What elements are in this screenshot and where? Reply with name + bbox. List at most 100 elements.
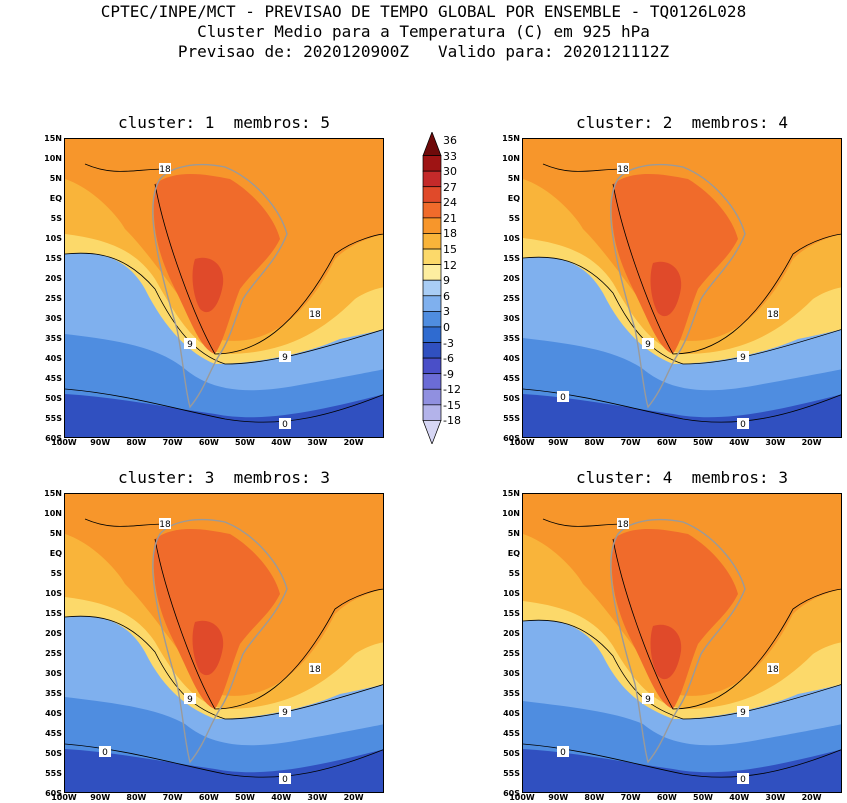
contour-label: 18 [309,665,321,675]
lon-tick-label: 70W [620,438,641,447]
continent-outline [152,519,288,764]
isotherm-line [65,743,383,778]
colorbar-label: -6 [443,352,454,366]
contour-label: 18 [767,665,779,675]
colorbar-label: 33 [443,149,457,163]
lat-tick-label: 15S [503,254,520,263]
colorbar-swatch [422,373,442,390]
lon-tick-label: 90W [548,793,569,802]
lat-tick-label: 40S [45,709,62,718]
map-panel-2: 18 18 9 9 0 0 [522,138,842,438]
lat-tick-label: EQ [49,194,62,203]
lon-tick-label: 50W [693,793,713,802]
contour-label: 18 [617,165,629,175]
colorbar-label: 3 [443,305,450,319]
lat-tick-label: 10N [44,509,62,518]
contour-label: 0 [560,748,566,758]
contour-label: 18 [159,165,171,175]
colorbar-swatch [422,170,442,188]
lat-tick-label: 10N [502,509,520,518]
lon-tick-label: 60W [198,438,219,447]
lat-tick-label: 25S [45,294,62,303]
colorbar-swatch [422,357,442,375]
lat-tick-label: 50S [503,749,520,758]
lon-tick-label: 60W [656,438,677,447]
colorbar-swatch [422,326,442,343]
lon-tick-label: 60W [198,793,219,802]
lat-tick-label: 45S [45,374,62,383]
figure-title-line1: CPTEC/INPE/MCT - PREVISAO DE TEMPO GLOBA… [100,2,747,21]
lon-tick-label: 100W [509,793,535,802]
lat-tick-label: 35S [45,334,62,343]
colorbar-swatch [422,233,442,250]
lon-tick-label: 90W [548,438,569,447]
lat-tick-label: 60S [45,434,62,443]
contour-label: 18 [309,310,321,320]
colorbar-label: 6 [443,289,450,303]
lat-tick-label: 35S [503,334,520,343]
lat-tick-label: 15S [45,609,62,618]
lat-tick-label: 10S [503,234,520,243]
colorbar-swatch [422,388,442,406]
colorbar-label: -9 [443,367,454,381]
continent-outline [152,164,288,409]
lat-tick-label: 50S [45,394,62,403]
figure-title-line2: Cluster Medio para a Temperatura (C) em … [197,22,650,41]
isotherm-line [523,388,841,423]
continent-outline [610,164,746,409]
lat-tick-label: 15N [44,489,62,498]
contour-label: 9 [282,708,288,718]
lon-tick-label: 30W [765,438,786,447]
lon-tick-label: 20W [801,793,822,802]
colorbar-label: 30 [443,165,457,179]
temp-band-coldest [65,749,383,792]
lon-tick-label: 100W [509,438,535,447]
contour-label: 9 [740,353,746,363]
contour-label: 0 [740,420,746,430]
colorbar-label: 36 [443,134,457,147]
lat-tick-label: 15N [44,134,62,143]
colorbar-label: 0 [443,320,450,334]
colorbar-swatch [422,217,442,234]
isotherm-line [542,163,624,172]
lat-tick-label: 5N [507,529,520,538]
hot-core [650,624,682,680]
lat-tick-label: 55S [503,414,520,423]
isotherm-line [154,183,383,355]
colorbar-swatch [422,342,442,359]
lat-tick-label: 30S [503,669,520,678]
hot-landmass [611,529,738,709]
contour-label: 18 [159,520,171,530]
colorbar-swatch [422,264,442,281]
lat-tick-label: 20S [503,629,520,638]
lat-tick-label: 15S [45,254,62,263]
lat-tick-label: 45S [45,729,62,738]
lon-tick-label: 30W [307,793,328,802]
lon-tick-label: 40W [271,793,292,802]
hot-core [192,620,224,676]
contour-label: 0 [102,748,108,758]
isotherm-line [523,743,841,778]
lat-tick-label: 45S [503,374,520,383]
colorbar-swatch [422,311,442,328]
contour-label: 0 [282,420,288,430]
hot-core [192,257,224,313]
colorbar-swatch [422,186,442,203]
temp-band-coldest [523,394,841,437]
lon-tick-label: 50W [235,438,255,447]
map-panel-4: 18 18 9 9 0 0 [522,493,842,793]
colorbar-label: -18 [443,414,461,428]
lat-tick-label: 25S [503,294,520,303]
hot-core [650,261,682,317]
panel-3-title: cluster: 3 membros: 3 [118,468,330,487]
contour-label: 0 [560,393,566,403]
colorbar-label: -3 [443,336,454,350]
lat-tick-label: 5N [49,529,62,538]
contour-label: 9 [645,340,651,350]
contour-label: 0 [282,775,288,785]
lat-tick-label: 5N [49,174,62,183]
colorbar-label: 12 [443,258,457,272]
lon-tick-label: 100W [51,793,77,802]
lat-tick-label: 25S [45,649,62,658]
colorbar-swatch [422,155,442,172]
